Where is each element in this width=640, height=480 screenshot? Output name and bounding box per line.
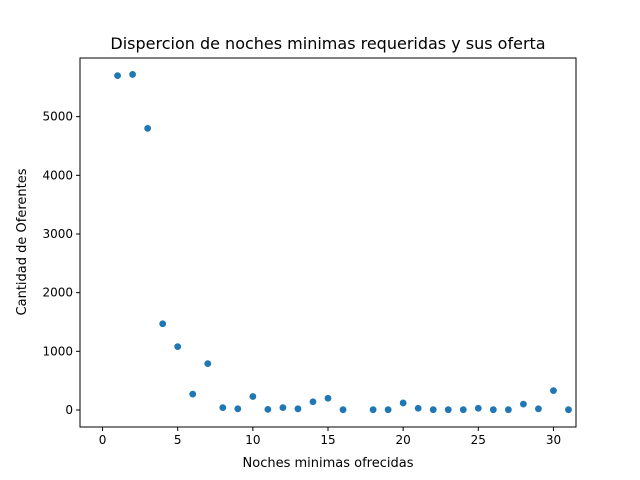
chart-title: Dispercion de noches minimas requeridas … xyxy=(110,34,545,53)
data-point-16 xyxy=(369,406,377,414)
data-point-6 xyxy=(204,360,212,368)
data-point-2 xyxy=(144,124,152,132)
y-tick-label-5: 5000 xyxy=(42,110,73,124)
y-tick-label-4: 4000 xyxy=(42,168,73,182)
data-point-15 xyxy=(339,406,347,414)
data-point-14 xyxy=(324,394,332,402)
data-point-4 xyxy=(174,343,182,351)
data-point-19 xyxy=(414,404,422,412)
data-point-23 xyxy=(474,404,482,412)
data-point-3 xyxy=(159,320,167,328)
y-tick-label-3: 3000 xyxy=(42,227,73,241)
data-point-26 xyxy=(519,400,527,408)
data-point-7 xyxy=(219,404,227,412)
data-point-12 xyxy=(294,405,302,413)
data-point-5 xyxy=(189,390,197,398)
data-point-0 xyxy=(114,72,121,79)
data-point-27 xyxy=(535,405,542,413)
data-point-28 xyxy=(550,387,557,395)
data-point-20 xyxy=(429,406,437,414)
data-point-25 xyxy=(504,406,512,414)
data-point-13 xyxy=(309,398,317,406)
data-point-11 xyxy=(279,404,287,412)
data-point-10 xyxy=(264,406,272,413)
x-tick-label-5: 25 xyxy=(471,433,486,447)
y-tick-label-0: 0 xyxy=(65,403,73,417)
data-point-24 xyxy=(489,406,497,414)
y-tick-label-2: 2000 xyxy=(42,286,73,300)
data-point-9 xyxy=(249,393,257,400)
data-point-17 xyxy=(384,406,392,414)
x-tick-label-2: 10 xyxy=(245,433,260,447)
y-axis-label: Cantidad de Oferentes xyxy=(15,168,30,315)
data-point-21 xyxy=(444,406,452,414)
axis-ticks: 0 5 10 15 20 25 30 0 1000 2000 3000 4000 5000 xyxy=(42,110,561,447)
x-tick-label-4: 20 xyxy=(396,433,411,447)
data-point-1 xyxy=(129,71,137,78)
x-tick-label-1: 5 xyxy=(174,433,182,447)
y-tick-label-1: 1000 xyxy=(42,344,73,358)
x-tick-label-6: 30 xyxy=(546,433,561,447)
data-point-22 xyxy=(459,406,467,414)
x-axis-label: Noches minimas ofrecidas xyxy=(243,456,414,471)
data-point-8 xyxy=(234,405,242,413)
plot-frame xyxy=(79,57,577,428)
data-point-18 xyxy=(399,399,407,407)
data-point-29 xyxy=(565,406,572,414)
x-tick-label-3: 15 xyxy=(320,433,335,447)
data-points xyxy=(114,71,572,414)
x-tick-label-0: 0 xyxy=(99,433,107,447)
